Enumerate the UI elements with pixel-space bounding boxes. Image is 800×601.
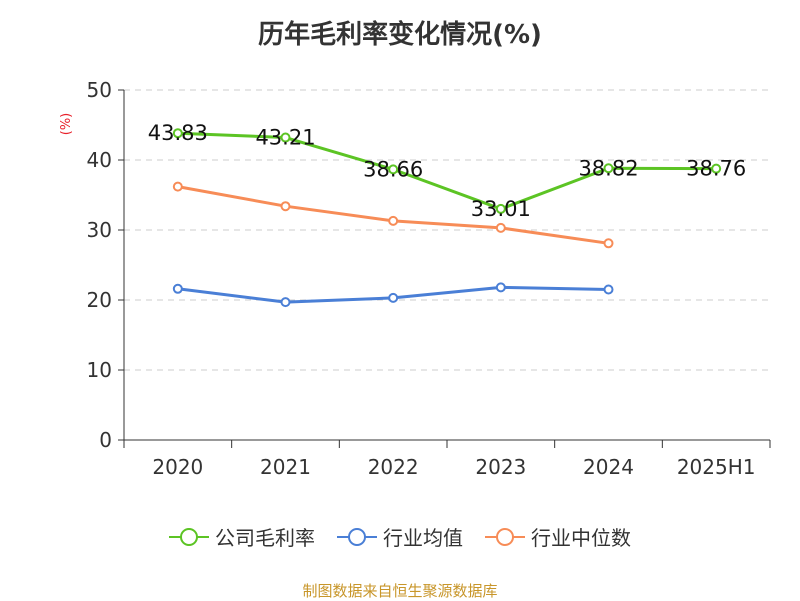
data-point xyxy=(280,201,291,212)
source-note: 制图数据来自恒生聚源数据库 xyxy=(302,582,498,600)
chart-title: 历年毛利率变化情况(%) xyxy=(258,20,542,50)
legend-label-industry-mean: 行业均值 xyxy=(383,526,463,550)
data-label: 43.21 xyxy=(255,126,315,150)
data-point xyxy=(280,132,291,143)
x-tick-label: 2022 xyxy=(368,455,419,479)
data-point xyxy=(495,282,506,293)
legend: 公司毛利率 行业均值 行业中位数 xyxy=(0,522,800,551)
x-tick-label: 2023 xyxy=(475,455,526,479)
legend-label-company: 公司毛利率 xyxy=(215,526,315,550)
data-point xyxy=(603,238,614,249)
legend-marker-company xyxy=(169,527,209,546)
data-point xyxy=(280,297,291,308)
data-point xyxy=(388,215,399,226)
data-point xyxy=(711,163,722,174)
data-point xyxy=(172,181,183,192)
x-tick-label: 2020 xyxy=(152,455,203,479)
x-tick-label: 2024 xyxy=(583,455,634,479)
y-tick-label: 10 xyxy=(87,358,112,382)
series-line xyxy=(177,185,609,245)
y-tick-label: 30 xyxy=(87,218,112,242)
y-tick-label: 20 xyxy=(87,288,112,312)
data-point xyxy=(495,203,506,214)
data-label: 33.01 xyxy=(471,197,531,221)
y-axis-label: (%) xyxy=(59,113,74,136)
y-tick-label: 0 xyxy=(99,428,112,452)
x-tick-label: 2021 xyxy=(260,455,311,479)
y-tick-label: 40 xyxy=(87,148,112,172)
data-point xyxy=(172,128,183,139)
legend-label-industry-median: 行业中位数 xyxy=(531,526,631,550)
legend-marker-industry-median xyxy=(485,527,525,546)
data-point xyxy=(172,283,183,294)
data-label: 38.82 xyxy=(578,156,638,180)
data-label: 38.66 xyxy=(363,157,423,181)
legend-marker-industry-mean xyxy=(337,527,377,546)
data-label: 43.83 xyxy=(148,121,208,145)
series-line xyxy=(177,131,717,211)
data-label: 38.76 xyxy=(686,157,746,181)
legend-item-industry-mean[interactable]: 行业均值 xyxy=(337,522,463,551)
data-point xyxy=(603,163,614,174)
data-point xyxy=(495,222,506,233)
legend-item-company[interactable]: 公司毛利率 xyxy=(169,522,315,551)
data-point xyxy=(388,164,399,175)
data-point xyxy=(388,292,399,303)
y-tick-label: 50 xyxy=(87,78,112,102)
x-tick-label: 2025H1 xyxy=(677,455,756,479)
legend-item-industry-median[interactable]: 行业中位数 xyxy=(485,522,631,551)
data-point xyxy=(603,284,614,295)
